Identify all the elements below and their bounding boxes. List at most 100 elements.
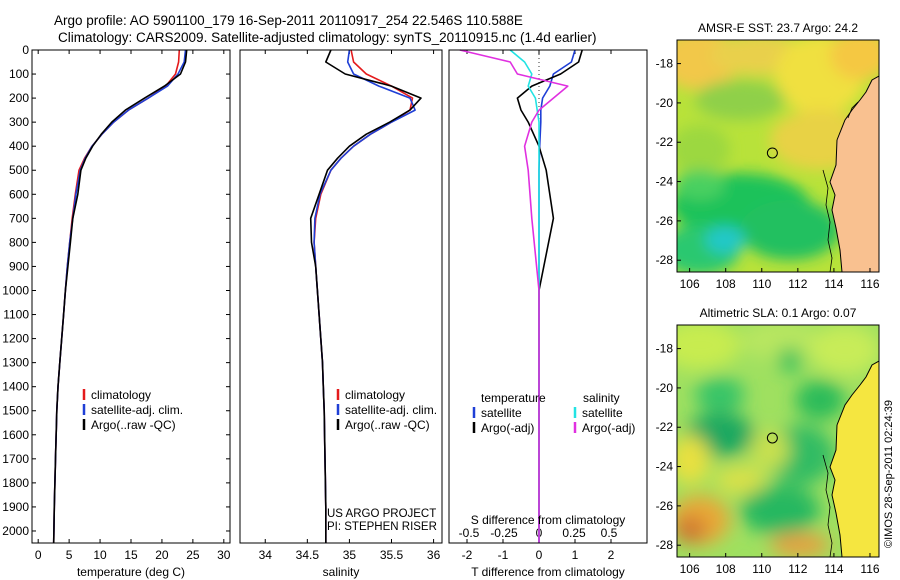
x-tick-label: 5 — [66, 548, 73, 562]
map-x-tick-label: 114 — [824, 562, 843, 576]
y-tick-label: 1600 — [2, 428, 29, 442]
map-x-tick-label: 116 — [860, 562, 879, 576]
salinity-lines — [309, 49, 422, 543]
y-tick-label: 800 — [9, 235, 29, 249]
sst-map-xticks: 106 108 110 112 114 116 — [680, 268, 880, 291]
legend-label: climatology — [345, 388, 405, 402]
series-line-0-1 — [52, 49, 187, 544]
difference-xlabel-top: S difference from climatology — [471, 513, 626, 527]
map-y-tick-label: -28 — [656, 538, 674, 552]
series-line-2-2 — [509, 49, 540, 543]
sla-map-panel: Altimetric SLA: 0.1 Argo: 0.07 — [656, 306, 895, 576]
x-tick-label: 1 — [572, 548, 579, 562]
map-x-tick-label: 108 — [716, 277, 736, 291]
y-tick-label: 1000 — [2, 283, 29, 297]
series-line-1-0 — [313, 49, 414, 543]
y-tick-label: 1200 — [2, 332, 29, 346]
map-x-tick-label: 110 — [752, 277, 771, 291]
y-tick-label: 0 — [22, 43, 29, 57]
x-tick-label: 0 — [35, 548, 42, 562]
y-tick-label: 1300 — [2, 356, 29, 370]
legend-label: Argo(-adj) — [582, 421, 635, 435]
y-tick-label: 400 — [9, 139, 29, 153]
x-tick-label: 10 — [93, 548, 107, 562]
map-y-tick-label: -22 — [656, 420, 674, 434]
map-x-tick-label: 112 — [788, 562, 807, 576]
x-tick-label: 25 — [186, 548, 200, 562]
sst-map-title: AMSR-E SST: 23.7 Argo: 24.2 — [698, 21, 858, 35]
sst-map-panel: AMSR-E SST: 23.7 Argo: 24.2 — [656, 21, 880, 291]
figure-title-line1: Argo profile: AO 5901100_179 16-Sep-2011… — [54, 13, 523, 28]
difference-frame — [448, 49, 648, 544]
project-annotation-line2: PI: STEPHEN RISER — [327, 521, 437, 533]
sla-map-yticks: -18 -20 -22 -24 -26 -28 — [656, 342, 681, 552]
salinity-xlabel: salinity — [323, 565, 360, 579]
temperature-lines — [52, 49, 188, 544]
map-x-tick-label: 110 — [752, 562, 771, 576]
temperature-yticks: 0 100 200 300 400 500 600 700 800 900 1000 1100 1200… — [2, 43, 230, 538]
y-tick-label: 500 — [9, 163, 29, 177]
sla-map-frame — [676, 324, 880, 558]
difference-lines — [459, 49, 583, 543]
top-tick-label: -0.5 — [459, 526, 480, 540]
y-tick-label: 1800 — [2, 476, 29, 490]
y-tick-label: 300 — [9, 115, 29, 129]
temperature-xlabel: temperature (deg C) — [77, 565, 185, 579]
series-line-0-0 — [52, 49, 181, 544]
map-x-tick-label: 106 — [680, 277, 700, 291]
x-tick-label: 34 — [259, 548, 273, 562]
figure-title-line2: Climatology: CARS2009. Satellite-adjuste… — [58, 30, 597, 45]
sst-map-yticks: -18 -20 -22 -24 -26 -28 — [656, 57, 681, 267]
y-tick-label: 1100 — [3, 308, 29, 322]
project-annotation-line1: US ARGO PROJECT — [327, 508, 436, 520]
temperature-xticks: 0 5 10 15 20 25 30 — [35, 50, 231, 562]
series-line-1-2 — [309, 49, 422, 543]
difference-xticks: -2 -1 0 1 2-0.5 -0.25 0 0.25 0.5 — [459, 50, 618, 562]
temperature-panel: 0100200300400500600700800900100011001200… — [2, 43, 231, 579]
sla-land — [830, 361, 879, 557]
x-tick-label: 30 — [217, 548, 231, 562]
y-tick-label: 1700 — [2, 452, 29, 466]
legend-label: satellite-adj. clim. — [345, 403, 437, 417]
x-tick-label: 36 — [427, 548, 441, 562]
series-line-1-1 — [313, 49, 416, 543]
top-tick-label: 0.25 — [562, 526, 586, 540]
x-tick-label: 34.5 — [296, 548, 320, 562]
legend-label: climatology — [91, 388, 151, 402]
map-x-tick-label: 108 — [716, 562, 736, 576]
sst-map-frame — [676, 39, 880, 273]
sla-map-xticks: 106 108 110 112 114 116 — [680, 553, 880, 576]
difference-xlabel-bottom: T difference from climatology — [471, 565, 625, 579]
map-y-tick-label: -24 — [656, 175, 674, 189]
series-line-2-1 — [516, 49, 583, 543]
map-y-tick-label: -20 — [656, 96, 674, 110]
salinity-xticks: 34 34.5 35 35.5 36 — [259, 50, 441, 562]
sst-field — [677, 40, 879, 272]
y-tick-label: 700 — [9, 211, 29, 225]
series-line-0-2 — [52, 49, 188, 544]
x-tick-label: 0 — [536, 548, 543, 562]
y-tick-label: 1400 — [2, 380, 29, 394]
x-tick-label: 20 — [155, 548, 169, 562]
series-line-2-3 — [459, 49, 569, 543]
x-tick-label: -1 — [498, 548, 509, 562]
y-tick-label: 100 — [9, 67, 29, 81]
y-tick-label: 1900 — [2, 500, 29, 514]
map-y-tick-label: -26 — [656, 499, 674, 513]
map-x-tick-label: 116 — [860, 277, 879, 291]
legend-label: Argo(..raw -QC) — [91, 418, 176, 432]
legend-title-temperature: temperature — [481, 391, 546, 405]
y-tick-label: 600 — [9, 187, 29, 201]
sst-argo-marker — [766, 147, 778, 159]
legend-label: Argo(..raw -QC) — [345, 418, 430, 432]
legend-label: satellite — [582, 406, 623, 420]
legend-label: Argo(-adj) — [481, 421, 534, 435]
sla-map-title: Altimetric SLA: 0.1 Argo: 0.07 — [700, 306, 857, 320]
top-tick-label: -0.25 — [490, 526, 518, 540]
map-x-tick-label: 106 — [680, 562, 700, 576]
map-y-tick-label: -28 — [656, 253, 674, 267]
map-x-tick-label: 112 — [788, 277, 807, 291]
legend-label: satellite-adj. clim. — [91, 403, 183, 417]
